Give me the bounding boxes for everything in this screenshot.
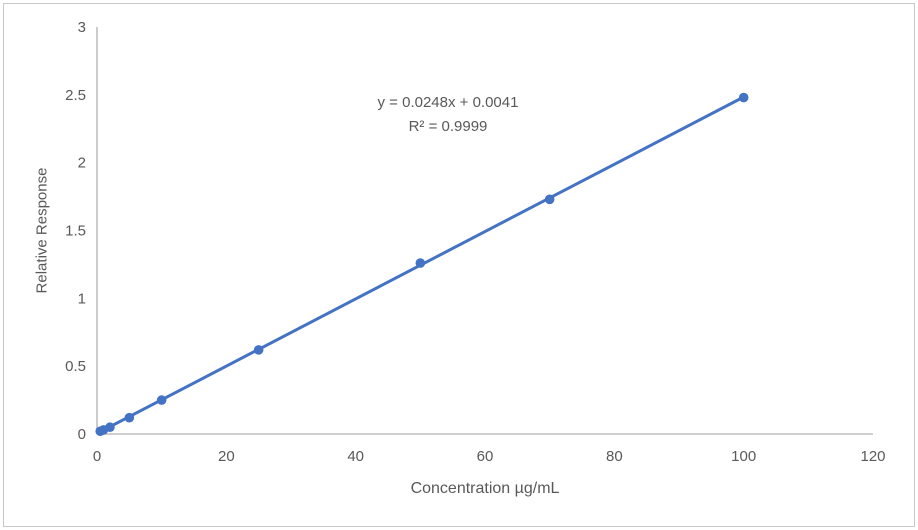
trendline-annotation: y = 0.0248x + 0.0041 R² = 0.9999 (330, 91, 566, 139)
data-point-marker (124, 412, 135, 423)
x-tick-label: 40 (347, 448, 364, 465)
x-axis-title: Concentration µg/mL (410, 480, 560, 497)
data-point-marker (415, 258, 426, 268)
data-point-marker (544, 194, 555, 205)
y-tick-label: 2 (78, 155, 86, 172)
x-tick-label: 60 (477, 448, 494, 465)
data-point-marker (156, 395, 167, 405)
x-tick-label: 100 (731, 448, 756, 465)
y-tick-label: 0.5 (65, 358, 86, 375)
y-tick-label: 1.5 (65, 223, 86, 240)
data-point-marker (105, 422, 115, 433)
trendline-equation: y = 0.0248x + 0.0041 (377, 94, 519, 111)
x-tick-label: 120 (860, 448, 885, 465)
x-tick-label: 0 (93, 448, 101, 465)
y-tick-label: 0 (78, 426, 86, 443)
y-tick-label: 1 (78, 290, 86, 307)
r-squared-value: R² = 0.9999 (408, 118, 488, 135)
data-point-marker (738, 92, 749, 103)
y-tick-label: 2.5 (65, 87, 86, 104)
y-axis-title: Relative Response (33, 167, 51, 294)
x-tick-label: 20 (218, 448, 235, 465)
y-tick-label: 3 (78, 19, 86, 36)
x-tick-label: 80 (606, 448, 623, 465)
data-point-marker (253, 345, 264, 355)
